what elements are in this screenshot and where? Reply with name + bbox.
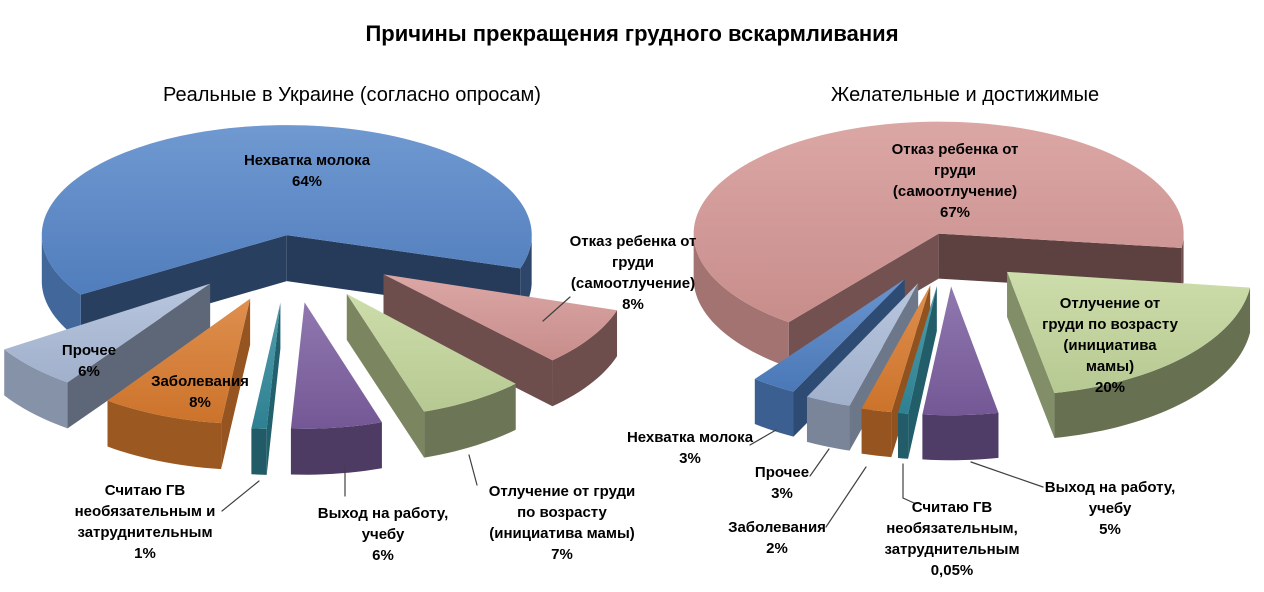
pie-slice-0 — [41, 125, 532, 295]
callout-left-otkaz: Отказ ребенка от груди (самоотлучение) 8… — [569, 233, 697, 313]
pie-slice-rim — [754, 378, 794, 437]
pie-slice-rim — [520, 238, 532, 315]
pie-slice-side — [221, 298, 251, 470]
leader-line-right-zabolev — [825, 466, 867, 528]
callout-left-prochee: Прочее 6% — [61, 342, 117, 380]
pie-slice-rim — [898, 413, 909, 459]
pie-slice-side — [908, 286, 937, 459]
pie-slice-side — [346, 293, 425, 458]
pie-slice-2 — [346, 293, 516, 412]
chart-right-subtitle: Желательные и достижимые — [830, 84, 1100, 106]
pie-slice-rim — [1054, 287, 1251, 438]
callout-right-schitayu: Считаю ГВ необязательным, затруднительны… — [884, 499, 1020, 579]
leader-line-right-prochee — [809, 448, 830, 477]
callout-left-vykhod: Выход на работу, учебу 6% — [317, 505, 449, 564]
pie-slice-rim — [424, 383, 516, 458]
pie-slice-side — [67, 283, 211, 429]
pie-slice-1 — [693, 121, 1184, 323]
leader-line-right-schitayu — [902, 463, 915, 504]
leader-lines — [221, 296, 1044, 528]
pie-slice-1 — [383, 274, 618, 361]
pie-slice-side — [383, 274, 553, 407]
pie-slice-side — [1007, 271, 1055, 438]
leader-line-right-nehvatka — [749, 429, 777, 446]
callout-left-zabolevaniya: Заболевания 8% — [151, 373, 249, 411]
pie-slice-6 — [4, 283, 211, 383]
leader-line-left-schitayu — [221, 480, 260, 512]
callout-right-nehvatka: Нехватка молока 3% — [626, 429, 754, 467]
pie-slice-rim — [693, 234, 789, 368]
chart-left-subtitle: Реальные в Украине (согласно опросам) — [163, 84, 541, 106]
callout-right-vykhod: Выход на работу, учебу 5% — [1044, 479, 1176, 538]
leader-line-right-vykhod — [970, 461, 1044, 488]
pie-slice-5 — [107, 298, 251, 424]
pie-left — [4, 125, 618, 475]
callout-right-otluchenie: Отлучение от груди по возрасту (инициати… — [1042, 295, 1178, 396]
pie-slice-2 — [1007, 271, 1251, 393]
leader-line-left-otkaz — [542, 296, 571, 322]
pie-slice-rim — [107, 400, 222, 470]
leader-line-left-otluch — [468, 454, 478, 486]
page-title: Причины прекращения грудного вскармливан… — [365, 21, 899, 46]
callout-left-otluchenie: Отлучение от груди по возрасту (инициати… — [488, 483, 636, 563]
pie-slice-rim — [251, 428, 267, 475]
pie-slice-rim — [552, 310, 618, 407]
pie-slice-3 — [922, 286, 999, 416]
pie-slice-rim — [922, 412, 999, 461]
pie-slice-rim — [4, 349, 68, 429]
pie-slice-rim — [861, 408, 892, 458]
pie-right — [693, 121, 1251, 461]
pie-slice-3 — [290, 302, 382, 429]
pie-slice-rim — [290, 422, 382, 475]
pie-slice-6 — [806, 283, 919, 406]
pie-slice-rim — [1181, 236, 1184, 293]
callout-right-zabolevaniya: Заболевания 2% — [728, 519, 826, 557]
callout-right-prochee: Прочее 3% — [754, 464, 810, 502]
pie-slice-4 — [898, 286, 937, 414]
pie-slice-4 — [251, 302, 281, 429]
callout-left-schitayu: Считаю ГВ необязательным и затруднительн… — [74, 482, 216, 562]
pie-slice-side — [266, 302, 281, 475]
pie-slice-rim — [41, 237, 81, 341]
pie-slice-0 — [754, 279, 905, 392]
pie-slice-rim — [806, 396, 850, 451]
pie-slice-5 — [861, 285, 931, 413]
callout-right-otkaz: Отказ ребенка от груди (самоотлучение) 6… — [891, 141, 1019, 221]
pie-slice-side — [938, 233, 1182, 293]
callout-left-nehvatka: Нехватка молока 64% — [243, 152, 371, 190]
